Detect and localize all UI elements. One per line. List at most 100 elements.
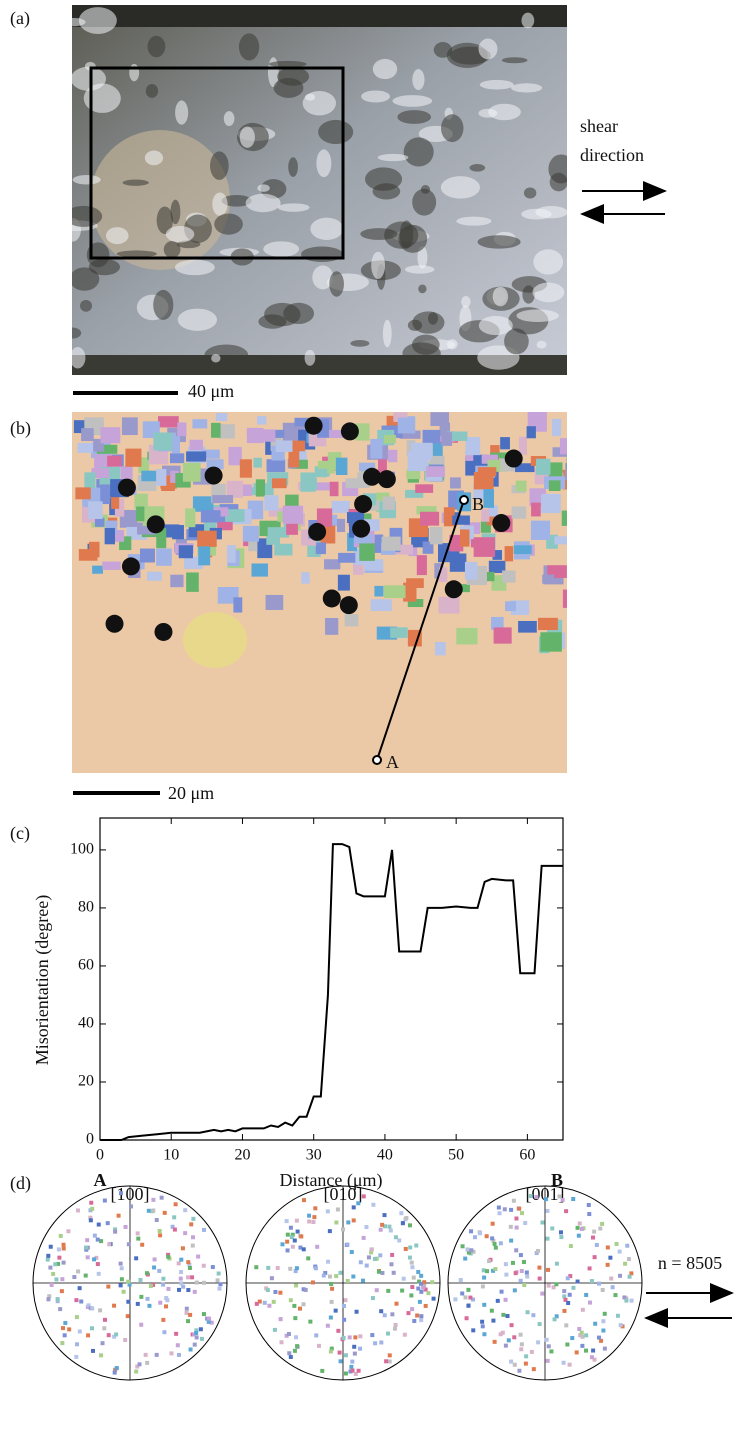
grain [318, 119, 354, 145]
grain [255, 479, 265, 497]
grain [552, 447, 567, 457]
sample-count: n = 8505 [658, 1253, 722, 1273]
pole-point [577, 1221, 582, 1226]
grain [354, 534, 373, 544]
pole-point [278, 1317, 283, 1322]
pole-point [380, 1222, 385, 1227]
grain [165, 225, 195, 243]
pole-point [617, 1249, 622, 1254]
pole-point [372, 1256, 377, 1261]
pole-point [135, 1301, 140, 1306]
x-end-label: B [551, 1170, 563, 1190]
pole-point [499, 1289, 504, 1294]
pole-point [389, 1262, 394, 1267]
pole-point [361, 1235, 366, 1240]
grain [197, 530, 217, 547]
grain [387, 449, 398, 463]
pole-point [580, 1343, 585, 1348]
pole-point [503, 1262, 508, 1267]
grain [287, 440, 306, 452]
pole-point [341, 1303, 346, 1308]
pole-point [460, 1291, 465, 1296]
shear-label: direction [580, 145, 644, 165]
pole-point [624, 1298, 629, 1303]
pole-point [471, 1249, 476, 1254]
pole-point [154, 1218, 159, 1223]
pole-point [579, 1330, 584, 1335]
pole-point [426, 1291, 431, 1296]
pole-point [364, 1225, 369, 1230]
pole-point [89, 1326, 94, 1331]
pole-point [209, 1320, 214, 1325]
grain [491, 616, 504, 630]
pole-point [290, 1232, 295, 1237]
grain [125, 448, 142, 467]
grain [153, 289, 174, 320]
pole-point [161, 1276, 166, 1281]
pole-point [55, 1297, 60, 1302]
grain [530, 520, 551, 540]
grain [548, 480, 561, 492]
pole-point [431, 1296, 436, 1301]
grain [456, 216, 492, 226]
pole-point [521, 1260, 526, 1265]
grain [112, 529, 125, 542]
pole-point [393, 1235, 398, 1240]
grain [170, 470, 179, 483]
pole-point [524, 1354, 529, 1359]
pole-point [602, 1346, 607, 1351]
pole-point [114, 1332, 119, 1337]
pole-point [608, 1255, 613, 1260]
pole-point [178, 1276, 183, 1281]
pole-point [512, 1288, 517, 1293]
grain [288, 157, 298, 177]
pole-point [342, 1317, 347, 1322]
grain [352, 519, 371, 538]
grain [245, 193, 281, 213]
pole-point [194, 1280, 199, 1285]
grain [217, 586, 239, 604]
pole-point [338, 1270, 343, 1275]
pole-point [112, 1370, 117, 1375]
grain [492, 550, 503, 560]
pole-point [587, 1212, 592, 1217]
pole-point [540, 1220, 545, 1225]
grain [192, 496, 214, 512]
pole-point [55, 1299, 60, 1304]
pole-point [409, 1293, 414, 1298]
grain [88, 501, 103, 519]
pole-point [313, 1206, 318, 1211]
pole-point [84, 1247, 89, 1252]
grain [153, 432, 173, 451]
pole-point [95, 1262, 100, 1267]
pole-point [338, 1359, 343, 1364]
pole-point [312, 1215, 317, 1220]
pole-point [288, 1225, 293, 1230]
grain [518, 620, 537, 633]
pole-point [61, 1260, 66, 1265]
pole-point [147, 1303, 152, 1308]
pole-point [216, 1271, 221, 1276]
grain [515, 463, 535, 473]
pole-point [47, 1294, 52, 1299]
pole-point [615, 1313, 620, 1318]
grain [353, 560, 364, 575]
pole-point [333, 1308, 338, 1313]
pole-point [512, 1335, 517, 1340]
grain [488, 505, 498, 521]
point-label: A [386, 752, 399, 772]
grain [502, 570, 516, 583]
grain [492, 514, 511, 533]
pole-point [557, 1194, 562, 1199]
pole-point [327, 1229, 332, 1234]
grain [362, 467, 381, 486]
pole-point [92, 1233, 97, 1238]
grain [523, 187, 537, 199]
grain [382, 496, 396, 510]
pole-point [589, 1279, 594, 1284]
pole-point [118, 1191, 123, 1196]
grain [147, 35, 166, 58]
pole-point [313, 1266, 318, 1271]
pole-point [501, 1312, 506, 1317]
pole-point [61, 1242, 66, 1247]
